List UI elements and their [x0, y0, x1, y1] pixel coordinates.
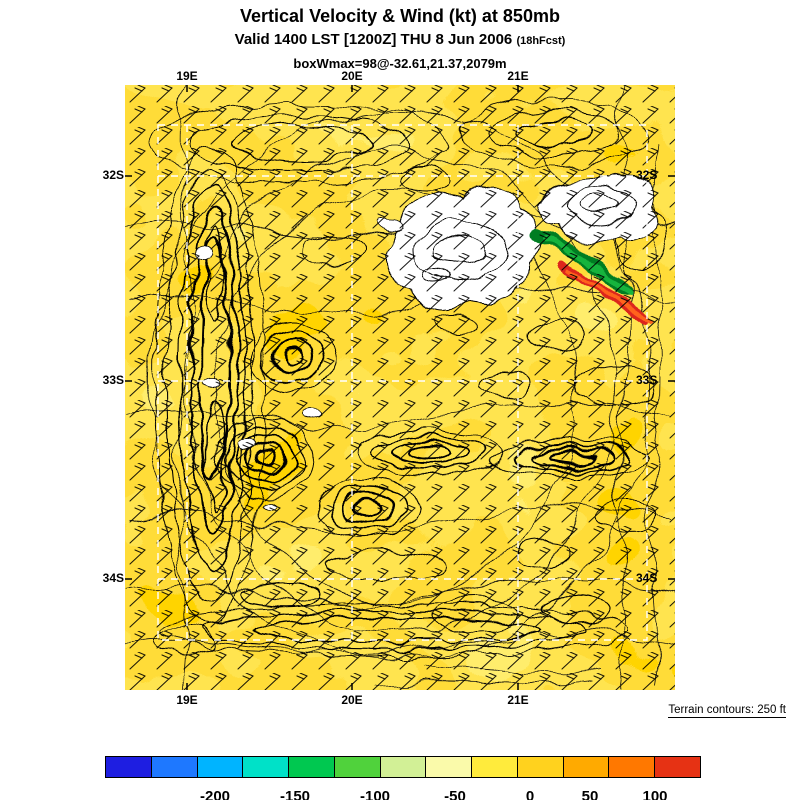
colorbar-label: 50	[581, 788, 599, 800]
colorbar	[105, 756, 701, 778]
map-svg	[124, 84, 676, 691]
axis-label-right-33s: 33S	[636, 373, 658, 387]
map-area	[124, 84, 676, 691]
colorbar-cell	[609, 757, 656, 777]
colorbar-label: -200	[199, 788, 231, 800]
axis-label-right-32s: 32S	[636, 168, 658, 182]
colorbar-cell	[243, 757, 290, 777]
colorbar-label: -50	[444, 788, 466, 800]
colorbar-cell	[655, 757, 700, 777]
axis-label-left-34s: 34S	[102, 571, 124, 585]
colorbar-cell	[380, 757, 427, 777]
colorbar-cell	[517, 757, 564, 777]
colorbar-cell	[472, 757, 518, 777]
valid-time-line: Valid 1400 LST [1200Z] THU 8 Jun 2006 (1…	[0, 31, 800, 48]
axis-label-bottom-21e: 21E	[507, 693, 529, 707]
wind-barbs-layer	[125, 85, 675, 690]
terrain-contour-note: Terrain contours: 250 ft	[668, 704, 786, 718]
axis-label-top-20e: 20E	[341, 69, 363, 83]
valid-time-text: Valid 1400 LST [1200Z] THU 8 Jun 2006	[234, 31, 513, 48]
colorbar-cell	[106, 757, 152, 777]
forecast-hour-tag: (18hFcst)	[516, 35, 566, 47]
colorbar-label: 0	[525, 788, 535, 800]
axis-label-left-33s: 33S	[102, 373, 124, 387]
box-max-annotation: boxWmax=98@-32.61,21.37,2079m	[293, 56, 507, 71]
colorbar-cell	[151, 757, 198, 777]
colorbar-cell	[426, 757, 473, 777]
axis-ticks	[125, 85, 675, 690]
colorbar-label: -100	[359, 788, 391, 800]
grid-overlay	[157, 124, 648, 641]
colorbar-cell	[334, 757, 381, 777]
axis-label-left-32s: 32S	[102, 168, 124, 182]
colorbar-cell	[289, 757, 335, 777]
axis-label-bottom-20e: 20E	[341, 693, 363, 707]
axis-label-top-19e: 19E	[176, 69, 198, 83]
axis-label-top-21e: 21E	[507, 69, 529, 83]
colorbar-label: 100	[642, 788, 668, 800]
axis-label-bottom-19e: 19E	[176, 693, 198, 707]
colorbar-cell	[563, 757, 610, 777]
axis-label-right-34s: 34S	[636, 571, 658, 585]
colorbar-cell	[197, 757, 244, 777]
page-title: Vertical Velocity & Wind (kt) at 850mb	[240, 6, 560, 26]
colorbar-label: -150	[279, 788, 311, 800]
